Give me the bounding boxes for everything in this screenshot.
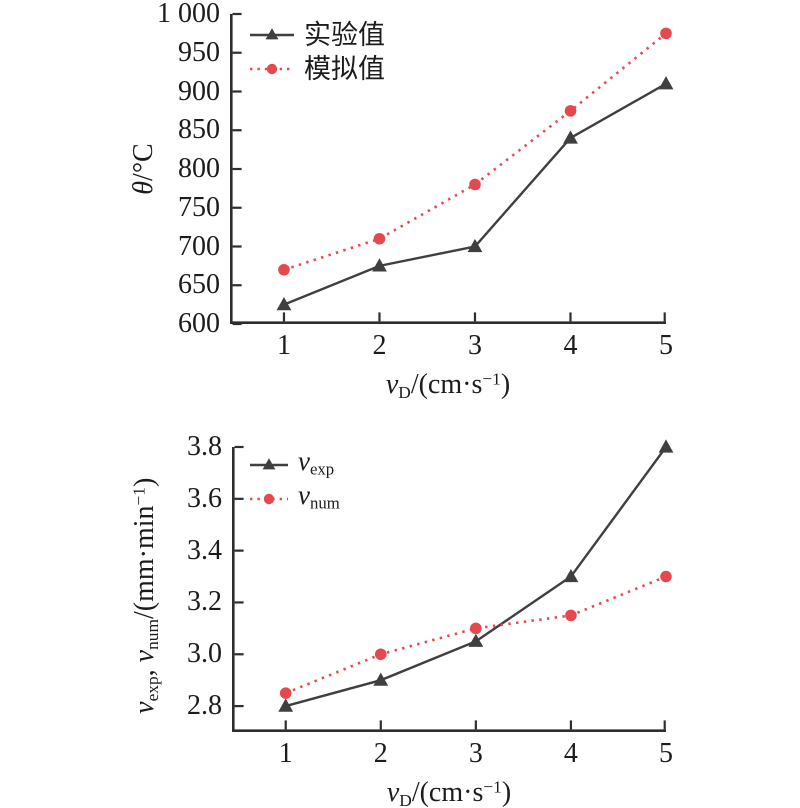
legend-swatch-circle-icon	[250, 493, 288, 505]
y-tick-label: 2.8	[187, 690, 222, 722]
temperature-chart-series-0-marker	[563, 130, 578, 144]
axis-spines	[232, 447, 666, 732]
axis-spines	[230, 14, 666, 324]
cutting-speed-chart-series-1-marker	[470, 622, 482, 635]
x-tick-label: 2	[372, 330, 387, 361]
y-tick-label: 3.8	[187, 431, 222, 462]
cutting-speed-chart-series-0-line	[285, 446, 667, 708]
x-tick-label: 2	[373, 738, 388, 769]
legend-label: 实验值	[304, 20, 385, 50]
x-tick-label: 3	[468, 738, 483, 769]
x-tick-label: 5	[659, 738, 673, 769]
y-tick-label: 800	[178, 153, 220, 184]
legend-swatch-circle-icon	[250, 63, 294, 75]
temperature-chart-legend: 实验值 模拟值	[248, 18, 385, 86]
temperature-chart-series-1-marker	[373, 232, 386, 245]
legend-label: vexp	[298, 445, 335, 479]
legend-label: vnum	[298, 479, 340, 513]
cutting-speed-chart-series-0-marker	[373, 672, 389, 686]
temperature-chart-series-0-marker	[467, 238, 483, 253]
x-tick-label: 1	[278, 738, 293, 769]
temperature-chart-y-axis-label: θ/°C	[128, 143, 159, 195]
cutting-speed-chart-legend: vexp vnum	[248, 445, 340, 516]
y-tick-label: 3.4	[187, 534, 222, 566]
temperature-chart-series-1-marker	[564, 105, 577, 117]
temperature-chart-series-0-marker	[372, 258, 387, 272]
legend-swatch-triangle-icon	[250, 28, 294, 40]
cutting-speed-chart-series-0-marker	[658, 439, 674, 453]
temperature-chart-series-0-line	[283, 82, 667, 306]
y-tick-label: 600	[178, 308, 220, 339]
y-tick-label: 750	[178, 191, 220, 223]
cutting-speed-chart-series-0-marker	[468, 633, 484, 647]
x-tick-label: 5	[659, 330, 673, 361]
y-tick-label: 3.0	[187, 638, 222, 670]
x-tick-label: 1	[276, 330, 291, 361]
cutting-speed-chart-x-axis-label: vD/(cm·s−1)	[386, 776, 512, 808]
cutting-speed-chart-series-0-marker	[563, 568, 579, 583]
x-tick-label: 4	[563, 738, 578, 769]
cutting-speed-chart-plot-area	[232, 439, 674, 732]
legend-swatch-triangle-icon	[250, 458, 288, 470]
temperature-chart-series-0-marker	[658, 76, 674, 90]
legend-entry: vexp	[248, 445, 340, 482]
temperature-chart-x-axis-label: vD/(cm·s−1)	[385, 368, 511, 402]
x-tick-label: 4	[563, 330, 578, 361]
y-tick-label: 3.6	[187, 482, 222, 514]
y-tick-label: 700	[178, 230, 220, 262]
cutting-speed-chart-series-0-marker	[278, 698, 294, 712]
y-tick-label: 950	[178, 36, 220, 68]
y-tick-label: 1 000	[157, 0, 220, 29]
temperature-chart-plot-area	[230, 12, 674, 326]
legend-entry: 实验值	[248, 18, 385, 52]
y-tick-label: 900	[178, 75, 220, 107]
temperature-chart-series-1-marker	[278, 263, 290, 276]
cutting-speed-chart-y-axis-label: vexp, vnum/(mm·min−1)	[128, 477, 162, 714]
legend-entry: vnum	[248, 479, 340, 516]
cutting-speed-chart-series-1-marker	[374, 648, 387, 661]
temperature-chart-series-1-marker	[469, 178, 481, 191]
temperature-chart-series-1-marker	[660, 27, 672, 40]
temperature-chart-series-0-marker	[276, 297, 292, 311]
legend-entry: 模拟值	[248, 52, 385, 86]
y-tick-label: 850	[178, 114, 220, 146]
cutting-speed-chart-series-1-marker	[279, 687, 292, 699]
y-tick-label: 3.2	[187, 586, 222, 618]
legend-label: 模拟值	[304, 54, 385, 84]
cutting-speed-chart-series-1-marker	[565, 609, 577, 622]
y-tick-label: 650	[178, 269, 220, 301]
x-tick-label: 3	[467, 330, 482, 361]
cutting-speed-chart-series-1-marker	[660, 570, 672, 583]
